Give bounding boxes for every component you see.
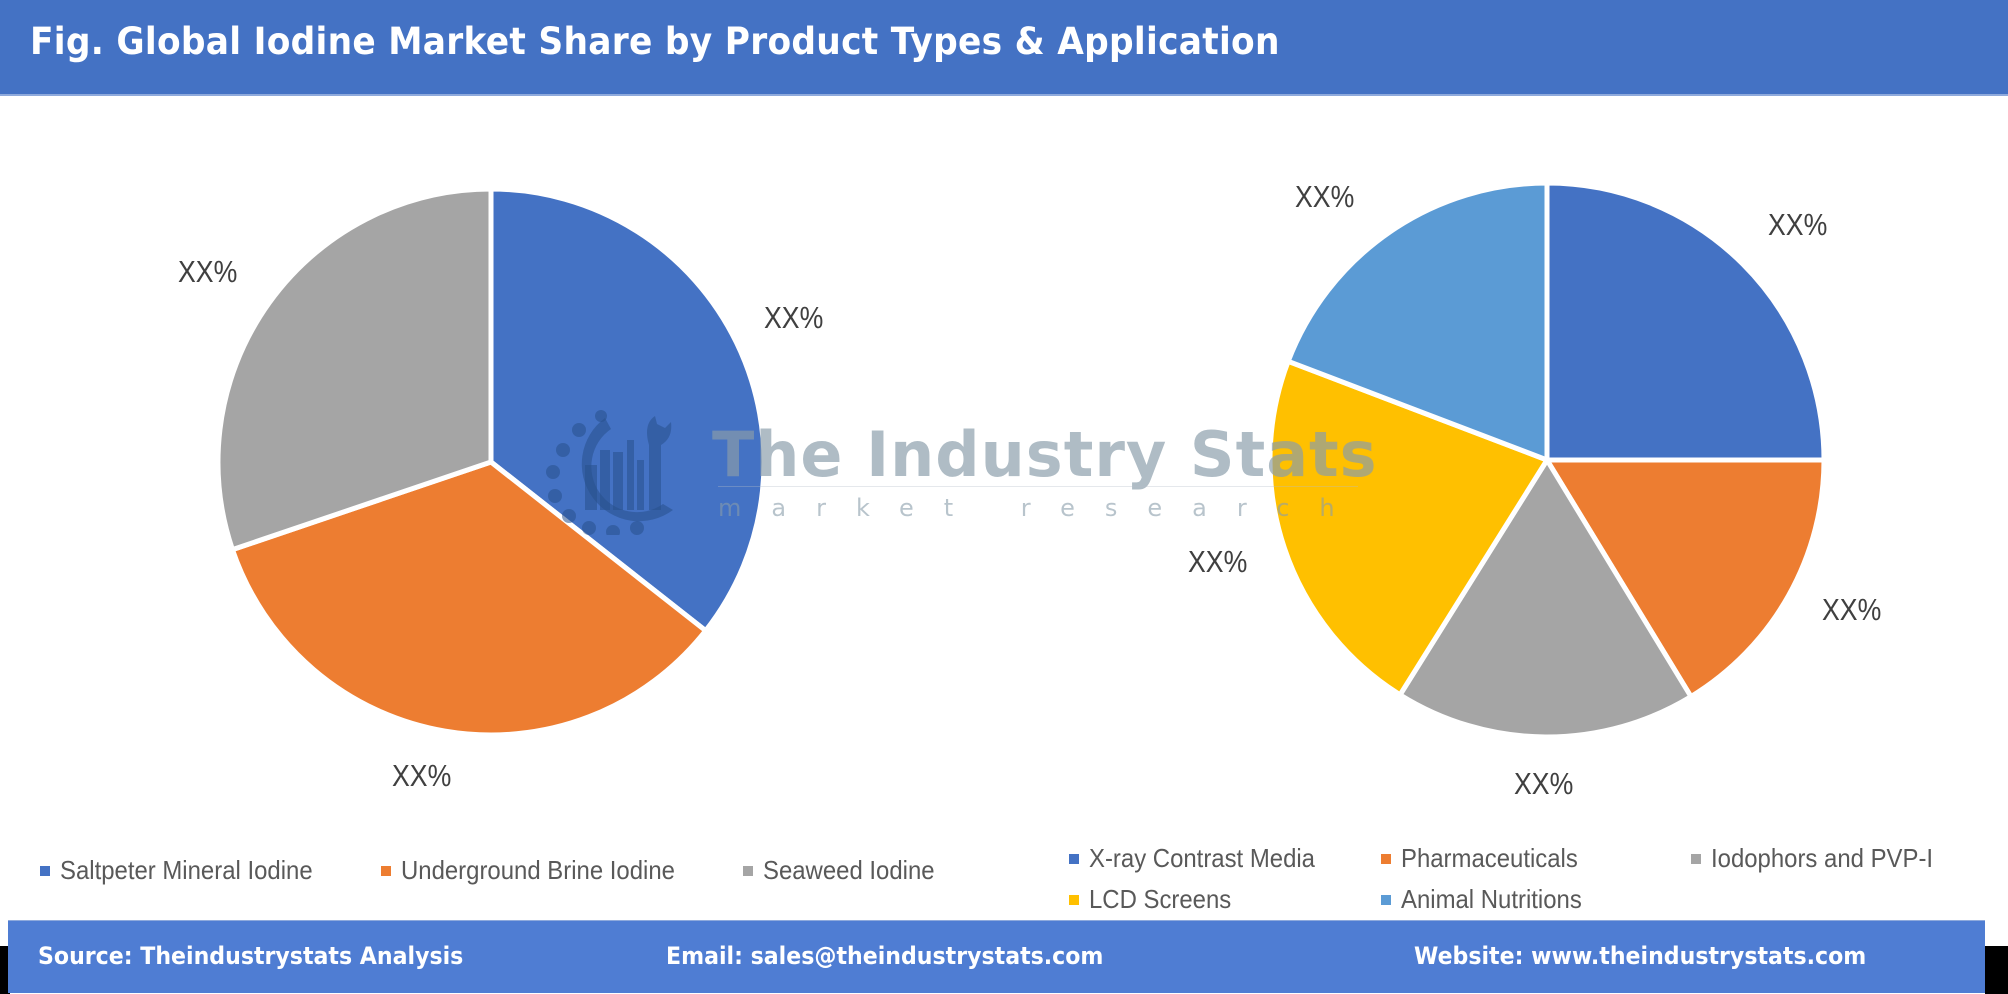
legend-item-animal-nutrition[interactable]: Animal Nutritions xyxy=(1381,884,1598,915)
legend-item-underground-brine[interactable]: Underground Brine Iodine xyxy=(381,855,699,886)
pie-slice-saltpeter-mineral-iodine[interactable] xyxy=(488,186,767,634)
legend-label: Underground Brine Iodine xyxy=(401,855,675,885)
data-label-seaweed: XX% xyxy=(178,254,238,289)
watermark-title: The Industry Stats xyxy=(712,418,1378,491)
legend-item-saltpeter[interactable]: Saltpeter Mineral Iodine xyxy=(40,855,335,886)
legend-label: Iodophors and PVP-I xyxy=(1711,843,1934,873)
footer-bar: Source: Theindustrystats Analysis Email:… xyxy=(8,920,1985,993)
data-label-iodophors: XX% xyxy=(1514,766,1574,801)
legend-swatch-icon xyxy=(1691,853,1701,864)
legend-item-seaweed[interactable]: Seaweed Iodine xyxy=(743,855,949,886)
footer-source: Source: Theindustrystats Analysis xyxy=(38,942,464,970)
pie-slice-seaweed-iodine[interactable] xyxy=(215,186,494,553)
footer-website-link[interactable]: Website: www.theindustrystats.com xyxy=(1414,942,1867,970)
legend-swatch-icon xyxy=(1069,894,1079,905)
frame-edge-left xyxy=(0,946,10,994)
watermark-subtitle: market research xyxy=(718,494,1365,522)
pie-slice-lcd-screens[interactable] xyxy=(1267,358,1550,698)
data-label-underground-brine: XX% xyxy=(392,758,452,793)
chart-title: Fig. Global Iodine Market Share by Produ… xyxy=(30,20,1280,63)
legend-label: Saltpeter Mineral Iodine xyxy=(60,855,313,885)
chart-header: Fig. Global Iodine Market Share by Produ… xyxy=(0,0,2008,96)
footer-email-link[interactable]: Email: sales@theindustrystats.com xyxy=(666,942,1104,970)
watermark-divider xyxy=(718,486,1358,487)
pie-slice-x-ray-contrast-media[interactable] xyxy=(1544,180,1827,463)
legend-swatch-icon xyxy=(381,865,391,876)
legend-label: Pharmaceuticals xyxy=(1401,843,1578,873)
legend-swatch-icon xyxy=(743,865,753,876)
legend-item-xray[interactable]: X-ray Contrast Media xyxy=(1069,843,1335,874)
data-label-xray: XX% xyxy=(1768,207,1828,242)
watermark-logo-icon xyxy=(546,410,673,535)
legend-swatch-icon xyxy=(1069,853,1079,864)
pie-slice-animal-nutritions[interactable] xyxy=(1285,180,1550,463)
legend-item-lcd[interactable]: LCD Screens xyxy=(1069,884,1244,915)
legend-item-pharmaceuticals[interactable]: Pharmaceuticals xyxy=(1381,843,1593,874)
data-label-pharmaceuticals: XX% xyxy=(1822,592,1882,627)
pie-product-types xyxy=(215,186,767,738)
data-label-saltpeter: XX% xyxy=(764,300,824,335)
legend-label: X-ray Contrast Media xyxy=(1089,843,1316,873)
legend-label: Animal Nutritions xyxy=(1401,884,1582,914)
legend-swatch-icon xyxy=(1381,894,1391,905)
legend-swatch-icon xyxy=(40,865,50,876)
data-label-animal-nutrition: XX% xyxy=(1295,179,1355,214)
legend-item-iodophors[interactable]: Iodophors and PVP-I xyxy=(1691,843,1952,874)
legend-swatch-icon xyxy=(1381,853,1391,864)
pie-slice-iodophors-and-pvp-i[interactable] xyxy=(1397,457,1694,740)
pie-slice-underground-brine-iodine[interactable] xyxy=(229,459,709,738)
pie-slice-pharmaceuticals[interactable] xyxy=(1544,457,1827,700)
data-label-lcd: XX% xyxy=(1188,544,1248,579)
pie-application xyxy=(1267,180,1827,740)
legend-label: LCD Screens xyxy=(1089,884,1232,914)
frame-edge-right xyxy=(1985,946,2008,994)
legend-label: Seaweed Iodine xyxy=(763,855,935,885)
